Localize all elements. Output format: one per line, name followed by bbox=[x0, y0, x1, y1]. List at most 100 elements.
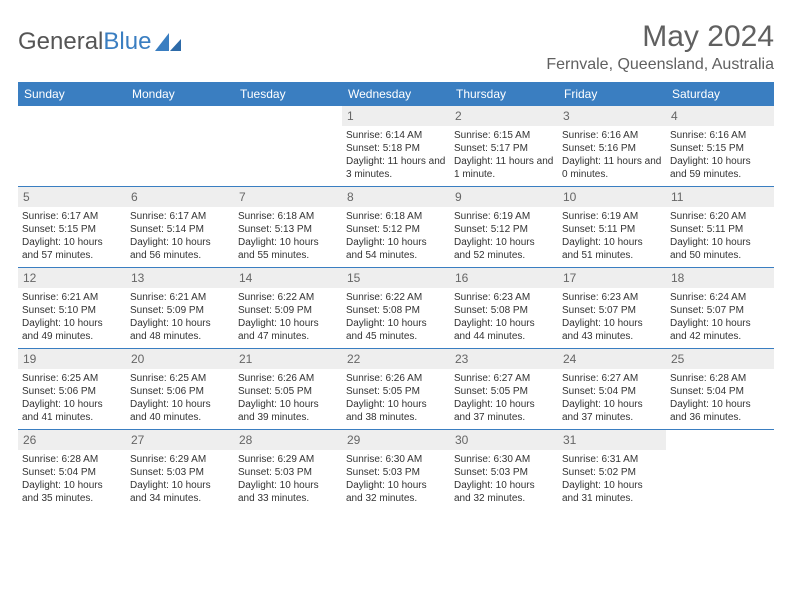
day-details: Sunrise: 6:30 AMSunset: 5:03 PMDaylight:… bbox=[450, 450, 558, 509]
sunset-text: Sunset: 5:16 PM bbox=[562, 142, 662, 155]
day-details: Sunrise: 6:21 AMSunset: 5:09 PMDaylight:… bbox=[126, 288, 234, 347]
sunrise-text: Sunrise: 6:29 AM bbox=[130, 453, 230, 466]
sunset-text: Sunset: 5:03 PM bbox=[346, 466, 446, 479]
calendar-page: GeneralBlue May 2024 Fernvale, Queenslan… bbox=[0, 0, 792, 530]
day-cell: 12Sunrise: 6:21 AMSunset: 5:10 PMDayligh… bbox=[18, 268, 126, 348]
sunrise-text: Sunrise: 6:26 AM bbox=[346, 372, 446, 385]
sunrise-text: Sunrise: 6:17 AM bbox=[130, 210, 230, 223]
sunrise-text: Sunrise: 6:30 AM bbox=[454, 453, 554, 466]
day-cell: 8Sunrise: 6:18 AMSunset: 5:12 PMDaylight… bbox=[342, 187, 450, 267]
day-cell: 7Sunrise: 6:18 AMSunset: 5:13 PMDaylight… bbox=[234, 187, 342, 267]
sunset-text: Sunset: 5:07 PM bbox=[562, 304, 662, 317]
sunrise-text: Sunrise: 6:28 AM bbox=[670, 372, 770, 385]
week-row: 26Sunrise: 6:28 AMSunset: 5:04 PMDayligh… bbox=[18, 429, 774, 510]
daylight-text: Daylight: 10 hours and 33 minutes. bbox=[238, 479, 338, 505]
day-cell: 29Sunrise: 6:30 AMSunset: 5:03 PMDayligh… bbox=[342, 430, 450, 510]
sunset-text: Sunset: 5:06 PM bbox=[130, 385, 230, 398]
sail-icon bbox=[155, 33, 181, 51]
sunset-text: Sunset: 5:17 PM bbox=[454, 142, 554, 155]
day-number: 6 bbox=[126, 187, 234, 207]
sunset-text: Sunset: 5:18 PM bbox=[346, 142, 446, 155]
sunrise-text: Sunrise: 6:16 AM bbox=[670, 129, 770, 142]
sunset-text: Sunset: 5:08 PM bbox=[346, 304, 446, 317]
sunset-text: Sunset: 5:13 PM bbox=[238, 223, 338, 236]
day-details: Sunrise: 6:31 AMSunset: 5:02 PMDaylight:… bbox=[558, 450, 666, 509]
day-number: 4 bbox=[666, 106, 774, 126]
day-header: Monday bbox=[126, 82, 234, 106]
daylight-text: Daylight: 10 hours and 56 minutes. bbox=[130, 236, 230, 262]
day-number: 28 bbox=[234, 430, 342, 450]
day-details: Sunrise: 6:23 AMSunset: 5:08 PMDaylight:… bbox=[450, 288, 558, 347]
day-number: 30 bbox=[450, 430, 558, 450]
day-details: Sunrise: 6:26 AMSunset: 5:05 PMDaylight:… bbox=[234, 369, 342, 428]
day-details: Sunrise: 6:19 AMSunset: 5:11 PMDaylight:… bbox=[558, 207, 666, 266]
daylight-text: Daylight: 11 hours and 3 minutes. bbox=[346, 155, 446, 181]
day-number: 9 bbox=[450, 187, 558, 207]
sunset-text: Sunset: 5:15 PM bbox=[670, 142, 770, 155]
daylight-text: Daylight: 10 hours and 47 minutes. bbox=[238, 317, 338, 343]
sunrise-text: Sunrise: 6:22 AM bbox=[346, 291, 446, 304]
day-number: 3 bbox=[558, 106, 666, 126]
day-details: Sunrise: 6:23 AMSunset: 5:07 PMDaylight:… bbox=[558, 288, 666, 347]
day-cell: . bbox=[666, 430, 774, 510]
day-number: 11 bbox=[666, 187, 774, 207]
day-header: Thursday bbox=[450, 82, 558, 106]
day-details: Sunrise: 6:28 AMSunset: 5:04 PMDaylight:… bbox=[18, 450, 126, 509]
day-cell: 22Sunrise: 6:26 AMSunset: 5:05 PMDayligh… bbox=[342, 349, 450, 429]
day-header-row: Sunday Monday Tuesday Wednesday Thursday… bbox=[18, 82, 774, 106]
sunrise-text: Sunrise: 6:15 AM bbox=[454, 129, 554, 142]
day-details: Sunrise: 6:22 AMSunset: 5:09 PMDaylight:… bbox=[234, 288, 342, 347]
day-details: Sunrise: 6:15 AMSunset: 5:17 PMDaylight:… bbox=[450, 126, 558, 185]
sunrise-text: Sunrise: 6:19 AM bbox=[454, 210, 554, 223]
sunset-text: Sunset: 5:08 PM bbox=[454, 304, 554, 317]
day-number: 7 bbox=[234, 187, 342, 207]
location: Fernvale, Queensland, Australia bbox=[546, 56, 774, 74]
sunrise-text: Sunrise: 6:18 AM bbox=[346, 210, 446, 223]
day-number: 12 bbox=[18, 268, 126, 288]
day-details: Sunrise: 6:28 AMSunset: 5:04 PMDaylight:… bbox=[666, 369, 774, 428]
sunrise-text: Sunrise: 6:28 AM bbox=[22, 453, 122, 466]
day-cell: 3Sunrise: 6:16 AMSunset: 5:16 PMDaylight… bbox=[558, 106, 666, 186]
sunrise-text: Sunrise: 6:25 AM bbox=[130, 372, 230, 385]
day-cell: . bbox=[126, 106, 234, 186]
weeks-container: ... 1Sunrise: 6:14 AMSunset: 5:18 PMDayli… bbox=[18, 106, 774, 510]
day-header: Saturday bbox=[666, 82, 774, 106]
day-cell: . bbox=[18, 106, 126, 186]
sunset-text: Sunset: 5:15 PM bbox=[22, 223, 122, 236]
sunrise-text: Sunrise: 6:30 AM bbox=[346, 453, 446, 466]
daylight-text: Daylight: 10 hours and 37 minutes. bbox=[562, 398, 662, 424]
sunrise-text: Sunrise: 6:17 AM bbox=[22, 210, 122, 223]
daylight-text: Daylight: 10 hours and 42 minutes. bbox=[670, 317, 770, 343]
day-details: Sunrise: 6:18 AMSunset: 5:13 PMDaylight:… bbox=[234, 207, 342, 266]
daylight-text: Daylight: 10 hours and 40 minutes. bbox=[130, 398, 230, 424]
sunset-text: Sunset: 5:07 PM bbox=[670, 304, 770, 317]
sunset-text: Sunset: 5:12 PM bbox=[454, 223, 554, 236]
day-cell: 1Sunrise: 6:14 AMSunset: 5:18 PMDaylight… bbox=[342, 106, 450, 186]
daylight-text: Daylight: 10 hours and 39 minutes. bbox=[238, 398, 338, 424]
sunrise-text: Sunrise: 6:21 AM bbox=[22, 291, 122, 304]
daylight-text: Daylight: 10 hours and 45 minutes. bbox=[346, 317, 446, 343]
daylight-text: Daylight: 10 hours and 51 minutes. bbox=[562, 236, 662, 262]
sunset-text: Sunset: 5:12 PM bbox=[346, 223, 446, 236]
day-cell: 31Sunrise: 6:31 AMSunset: 5:02 PMDayligh… bbox=[558, 430, 666, 510]
daylight-text: Daylight: 10 hours and 35 minutes. bbox=[22, 479, 122, 505]
sunrise-text: Sunrise: 6:29 AM bbox=[238, 453, 338, 466]
sunset-text: Sunset: 5:05 PM bbox=[238, 385, 338, 398]
sunset-text: Sunset: 5:05 PM bbox=[346, 385, 446, 398]
daylight-text: Daylight: 10 hours and 59 minutes. bbox=[670, 155, 770, 181]
sunrise-text: Sunrise: 6:25 AM bbox=[22, 372, 122, 385]
day-cell: 28Sunrise: 6:29 AMSunset: 5:03 PMDayligh… bbox=[234, 430, 342, 510]
day-details: Sunrise: 6:16 AMSunset: 5:16 PMDaylight:… bbox=[558, 126, 666, 185]
day-cell: 15 Sunrise: 6:22 AMSunset: 5:08 PMDayligh… bbox=[342, 268, 450, 348]
sunset-text: Sunset: 5:11 PM bbox=[562, 223, 662, 236]
day-number: 17 bbox=[558, 268, 666, 288]
day-number: 21 bbox=[234, 349, 342, 369]
day-number: 15 bbox=[342, 268, 450, 288]
sunrise-text: Sunrise: 6:23 AM bbox=[454, 291, 554, 304]
day-details: Sunrise: 6:21 AMSunset: 5:10 PMDaylight:… bbox=[18, 288, 126, 347]
day-number: 31 bbox=[558, 430, 666, 450]
day-details: Sunrise: 6:27 AMSunset: 5:05 PMDaylight:… bbox=[450, 369, 558, 428]
day-details: Sunrise: 6:14 AMSunset: 5:18 PMDaylight:… bbox=[342, 126, 450, 185]
day-cell: 24Sunrise: 6:27 AMSunset: 5:04 PMDayligh… bbox=[558, 349, 666, 429]
day-cell: 30Sunrise: 6:30 AMSunset: 5:03 PMDayligh… bbox=[450, 430, 558, 510]
